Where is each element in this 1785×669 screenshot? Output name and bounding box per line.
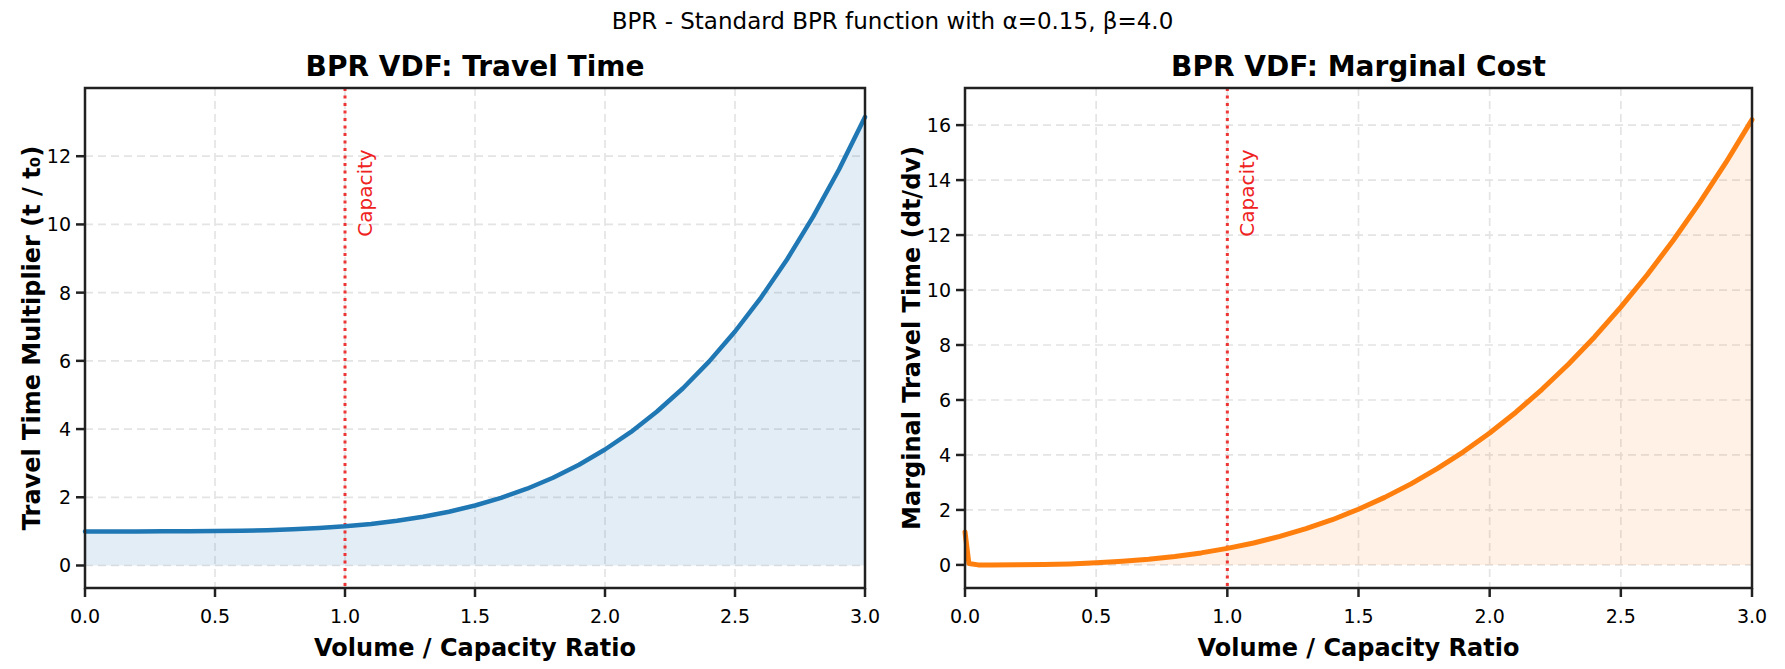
y-axis-label: Travel Time Multiplier (t / t₀) bbox=[18, 146, 46, 530]
x-tick-label: 0.0 bbox=[950, 605, 980, 627]
x-tick-label: 2.0 bbox=[590, 605, 620, 627]
x-tick-label: 2.0 bbox=[1475, 605, 1505, 627]
x-tick-label: 3.0 bbox=[1737, 605, 1767, 627]
y-tick-label: 14 bbox=[927, 169, 951, 191]
y-tick-label: 12 bbox=[927, 224, 951, 246]
y-tick-label: 10 bbox=[927, 279, 951, 301]
y-tick-label: 6 bbox=[59, 350, 71, 372]
y-tick-label: 8 bbox=[939, 334, 951, 356]
x-tick-label: 1.0 bbox=[330, 605, 360, 627]
y-tick-label: 0 bbox=[939, 554, 951, 576]
y-tick-label: 16 bbox=[927, 114, 951, 136]
y-tick-label: 4 bbox=[939, 444, 951, 466]
charts-svg: Capacity0.00.51.01.52.02.53.0024681012BP… bbox=[0, 0, 1785, 669]
y-tick-label: 6 bbox=[939, 389, 951, 411]
x-tick-label: 1.5 bbox=[1343, 605, 1373, 627]
x-tick-label: 2.5 bbox=[720, 605, 750, 627]
chart-travel-time: Capacity 0.0 0.5 1.0 1.5 2.0 2.5 3.0 0 2 4 6 8 10 12 BP… bbox=[18, 50, 880, 662]
y-tick-label: 8 bbox=[59, 282, 71, 304]
x-tick-label: 0.5 bbox=[200, 605, 230, 627]
capacity-label: Capacity bbox=[1235, 149, 1259, 237]
x-tick-label: 1.5 bbox=[460, 605, 490, 627]
y-tick-label: 2 bbox=[59, 486, 71, 508]
y-tick-label: 4 bbox=[59, 418, 71, 440]
y-tick-label: 0 bbox=[59, 554, 71, 576]
x-tick-label: 0.0 bbox=[70, 605, 100, 627]
chart-marginal-cost: Capacity 0.0 0.5 1.0 1.5 2.0 2.5 3.0 0 2 4 6 8 10 12 14… bbox=[898, 50, 1767, 662]
x-tick-label: 2.5 bbox=[1606, 605, 1636, 627]
y-tick-label: 2 bbox=[939, 499, 951, 521]
capacity-label: Capacity bbox=[353, 149, 377, 237]
figure-canvas: BPR - Standard BPR function with α=0.15,… bbox=[0, 0, 1785, 669]
x-tick-label: 3.0 bbox=[850, 605, 880, 627]
chart-title: BPR VDF: Marginal Cost bbox=[1171, 50, 1546, 83]
y-axis-label: Marginal Travel Time (dt/dv) bbox=[898, 146, 926, 530]
chart-title: BPR VDF: Travel Time bbox=[306, 50, 645, 83]
x-axis-label: Volume / Capacity Ratio bbox=[1198, 634, 1520, 662]
y-tick-label: 10 bbox=[47, 213, 71, 235]
x-axis-label: Volume / Capacity Ratio bbox=[314, 634, 636, 662]
x-tick-label: 0.5 bbox=[1081, 605, 1111, 627]
y-tick-label: 12 bbox=[47, 145, 71, 167]
x-tick-label: 1.0 bbox=[1212, 605, 1242, 627]
